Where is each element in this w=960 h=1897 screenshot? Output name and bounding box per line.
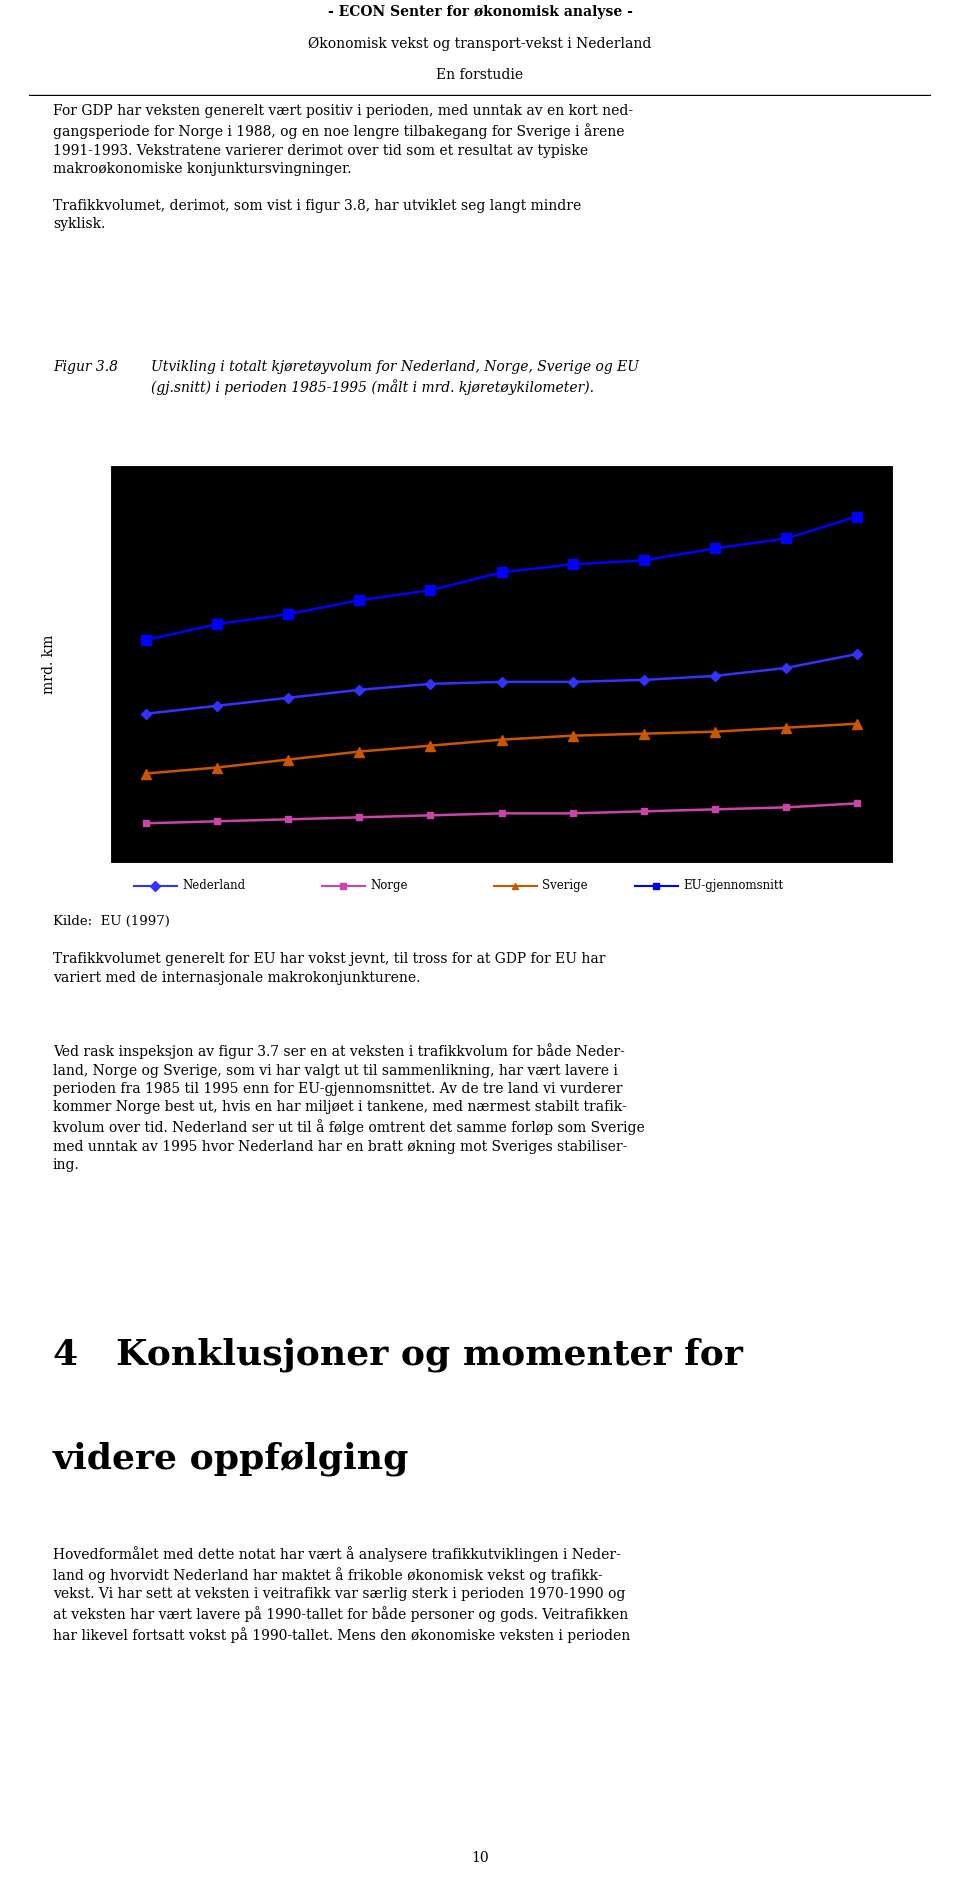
Text: Norge: Norge <box>371 880 408 892</box>
Text: Hovedformålet med dette notat har vært å analysere trafikkutviklingen i Neder-
l: Hovedformålet med dette notat har vært å… <box>53 1546 630 1643</box>
Y-axis label: mrd. km: mrd. km <box>41 634 56 694</box>
Text: En forstudie: En forstudie <box>437 68 523 82</box>
Text: - ECON Senter for økonomisk analyse -: - ECON Senter for økonomisk analyse - <box>327 4 633 19</box>
Text: EU-gjennomsnitt: EU-gjennomsnitt <box>684 880 783 892</box>
Text: 10: 10 <box>471 1851 489 1865</box>
Text: Utvikling i totalt kjøretøyvolum for Nederland, Norge, Sverige og EU
(gj.snitt) : Utvikling i totalt kjøretøyvolum for Ned… <box>151 360 639 395</box>
Text: Kilde:  EU (1997): Kilde: EU (1997) <box>53 914 170 928</box>
Text: videre oppfølging: videre oppfølging <box>53 1442 409 1476</box>
Text: Nederland: Nederland <box>182 880 246 892</box>
Text: Sverige: Sverige <box>542 880 588 892</box>
Text: Ved rask inspeksjon av figur 3.7 ser en at veksten i trafikkvolum for både Neder: Ved rask inspeksjon av figur 3.7 ser en … <box>53 1043 644 1172</box>
Text: 4   Konklusjoner og momenter for: 4 Konklusjoner og momenter for <box>53 1337 743 1372</box>
Text: For GDP har veksten generelt vært positiv i perioden, med unntak av en kort ned-: For GDP har veksten generelt vært positi… <box>53 104 633 231</box>
Text: Økonomisk vekst og transport-vekst i Nederland: Økonomisk vekst og transport-vekst i Ned… <box>308 36 652 51</box>
Text: Trafikkvolumet generelt for EU har vokst jevnt, til tross for at GDP for EU har
: Trafikkvolumet generelt for EU har vokst… <box>53 952 606 985</box>
Text: Figur 3.8: Figur 3.8 <box>53 360 118 374</box>
